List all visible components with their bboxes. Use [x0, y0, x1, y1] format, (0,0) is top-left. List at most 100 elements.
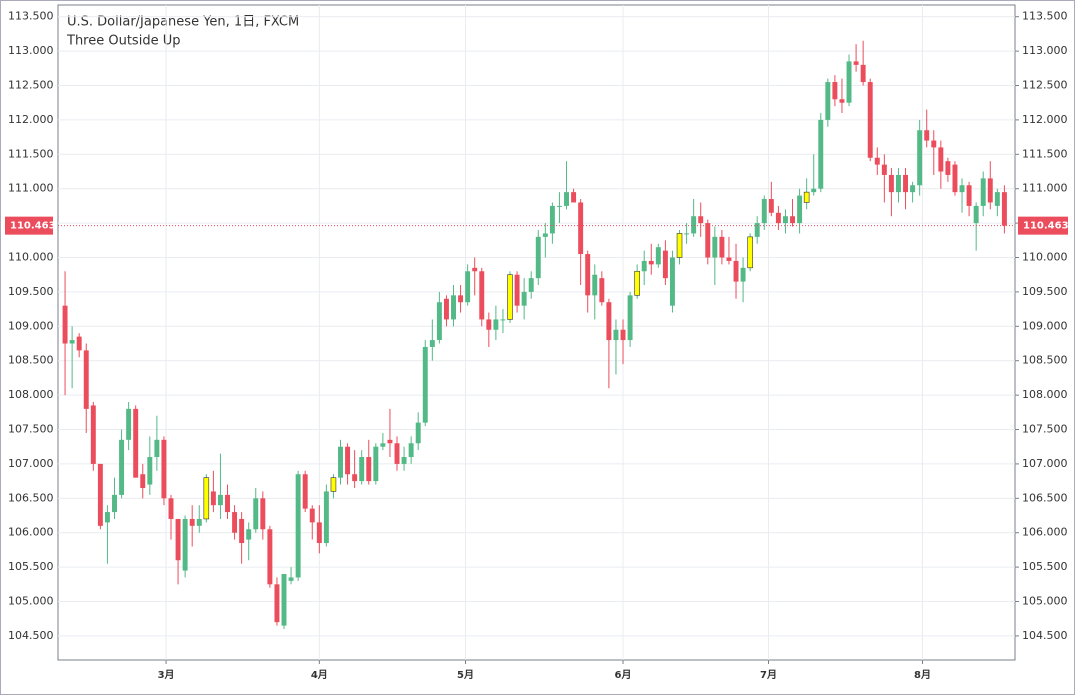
candle-body	[768, 199, 774, 213]
candle-body	[359, 457, 365, 482]
candle-body	[62, 305, 68, 344]
y-tick-label: 109.500	[8, 285, 54, 298]
y-tick-label-right: 106.000	[1022, 526, 1068, 539]
candle-body	[634, 270, 640, 296]
candle-body	[811, 188, 817, 193]
candle-body	[479, 271, 485, 320]
candle-body	[83, 350, 89, 409]
x-tick-label: 5月	[457, 669, 474, 681]
candle-body	[366, 457, 372, 482]
candle-body	[112, 494, 117, 513]
candle-body	[394, 443, 400, 464]
candle-body	[528, 278, 534, 292]
candle-body	[606, 302, 612, 341]
y-tick-label-right: 105.500	[1022, 560, 1068, 573]
candle-body	[267, 529, 273, 585]
candle-body	[521, 291, 527, 306]
plot-area	[57, 4, 1016, 661]
y-tick-label: 107.500	[8, 423, 54, 436]
candle-body	[698, 216, 704, 224]
candle-body	[966, 185, 972, 206]
candle-body	[973, 205, 979, 224]
candle-body	[888, 174, 894, 193]
candle-body	[97, 463, 103, 526]
candle-body	[747, 236, 753, 269]
candle-body	[429, 340, 435, 347]
y-tick-label: 104.500	[8, 629, 54, 642]
candle-body	[564, 192, 569, 206]
candle-body	[910, 185, 916, 193]
candle-body	[500, 319, 506, 321]
y-tick-label-right: 108.000	[1022, 388, 1068, 401]
candle-body	[881, 164, 887, 175]
candle-body	[994, 192, 1000, 206]
candle-body	[917, 130, 923, 186]
candle-body	[295, 474, 301, 578]
y-tick-label-right: 109.000	[1022, 319, 1068, 332]
y-tick-label: 107.000	[8, 457, 54, 470]
candle-body	[987, 178, 993, 203]
candle-body	[507, 274, 513, 320]
candle-body	[147, 457, 153, 485]
candle-body	[210, 491, 216, 506]
candle-body	[931, 140, 937, 148]
candle-body	[867, 82, 873, 158]
candle-body	[669, 257, 675, 306]
candle-body	[945, 161, 951, 175]
y-tick-label-right: 110.000	[1022, 251, 1068, 264]
candle-body	[775, 212, 781, 224]
y-tick-label: 108.500	[8, 354, 54, 367]
candle-body	[217, 494, 223, 506]
candle-body	[655, 247, 661, 265]
candle-body	[599, 278, 605, 303]
candle-body	[182, 518, 188, 571]
candle-body	[323, 491, 329, 544]
candle-body	[740, 267, 746, 282]
candle-body	[76, 336, 82, 351]
candle-body	[196, 518, 202, 526]
x-tick-label: 6月	[615, 669, 632, 681]
candle-body	[90, 405, 96, 464]
chart-subtitle: Three Outside Up	[66, 34, 180, 49]
candle-body	[952, 164, 958, 193]
candle-body	[903, 174, 908, 193]
candle-body	[415, 422, 421, 444]
candle-body	[281, 573, 287, 626]
candle-body	[874, 157, 880, 165]
candle-body	[648, 260, 654, 265]
candle-body	[69, 340, 75, 344]
candle-body	[338, 446, 343, 478]
candle-body	[288, 577, 294, 581]
candle-body	[691, 216, 697, 234]
candle-body	[578, 202, 584, 255]
last-price-box	[5, 216, 53, 235]
last-price-label-right: 110.463	[1023, 221, 1069, 232]
candle-body	[443, 298, 449, 320]
y-tick-label: 111.500	[8, 147, 54, 160]
candle-body	[803, 191, 810, 203]
candle-body	[754, 223, 760, 237]
candle-body	[345, 446, 351, 475]
candle-body	[246, 529, 252, 540]
x-tick-label: 4月	[311, 669, 328, 681]
y-tick-label-right: 112.500	[1022, 78, 1068, 91]
y-tick-label: 105.500	[8, 560, 54, 573]
candle-body	[387, 439, 393, 444]
candle-body	[436, 302, 442, 341]
candle-body	[832, 82, 838, 100]
candle-body	[133, 408, 139, 478]
candle-body	[168, 498, 174, 519]
candle-body	[309, 508, 315, 523]
y-tick-label-right: 107.000	[1022, 457, 1068, 470]
y-tick-label: 109.000	[8, 319, 54, 332]
candle-body	[253, 498, 259, 530]
candle-body	[408, 443, 414, 458]
candle-body	[465, 271, 471, 303]
candle-body	[592, 274, 598, 296]
candle-body	[676, 233, 683, 258]
candle-body	[556, 205, 562, 207]
candle-body	[924, 130, 930, 141]
y-tick-label-right: 108.500	[1022, 354, 1068, 367]
candle-body	[662, 250, 668, 279]
